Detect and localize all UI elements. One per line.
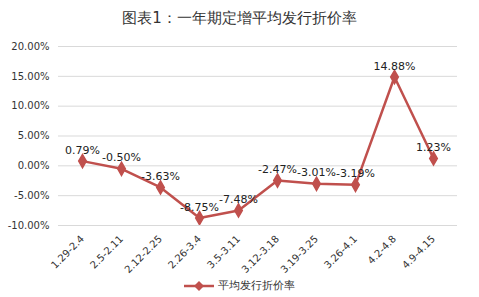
- svg-text:10.00%: 10.00%: [11, 100, 49, 111]
- html-text:平均发行折价率: 平均发行折价率: [218, 279, 295, 292]
- svg-text:20.00%: 20.00%: [11, 41, 49, 52]
- svg-text:1.23%: 1.23%: [416, 141, 451, 154]
- svg-text:0.79%: 0.79%: [65, 144, 100, 157]
- svg-text:2.26-3.4: 2.26-3.4: [166, 233, 203, 270]
- svg-text:0.00%: 0.00%: [18, 160, 50, 171]
- svg-text:14.88%: 14.88%: [374, 60, 416, 73]
- svg-text:-3.19%: -3.19%: [336, 167, 375, 180]
- svg-text:4.9-4.15: 4.9-4.15: [400, 233, 437, 270]
- svg-text:-2.47%: -2.47%: [258, 163, 297, 176]
- svg-text:-7.48%: -7.48%: [219, 193, 258, 206]
- svg-text:-8.75%: -8.75%: [180, 201, 219, 214]
- svg-text:1.29-2.4: 1.29-2.4: [49, 233, 86, 270]
- svg-text:-3.01%: -3.01%: [297, 166, 336, 179]
- svg-text:3.26-4.1: 3.26-4.1: [322, 233, 359, 270]
- svg-text:3.19-3.25: 3.19-3.25: [278, 233, 320, 275]
- svg-text:-0.50%: -0.50%: [102, 151, 141, 164]
- svg-text:5.00%: 5.00%: [18, 130, 50, 141]
- svg-text:3.12-3.18: 3.12-3.18: [239, 233, 281, 275]
- svg-text:-3.63%: -3.63%: [141, 170, 180, 183]
- svg-text:15.00%: 15.00%: [11, 71, 49, 82]
- html-text:图表1：一年期定增平均发行折价率: 图表1：一年期定增平均发行折价率: [122, 9, 357, 27]
- svg-text:4.2-4.8: 4.2-4.8: [365, 233, 398, 266]
- svg-text:-5.00%: -5.00%: [14, 190, 49, 201]
- svg-text:2.5-2.11: 2.5-2.11: [88, 233, 125, 270]
- svg-text:2.12-2.25: 2.12-2.25: [122, 233, 164, 275]
- svg-text:3.5-3.11: 3.5-3.11: [205, 233, 242, 270]
- svg-text:-10.00%: -10.00%: [8, 220, 50, 231]
